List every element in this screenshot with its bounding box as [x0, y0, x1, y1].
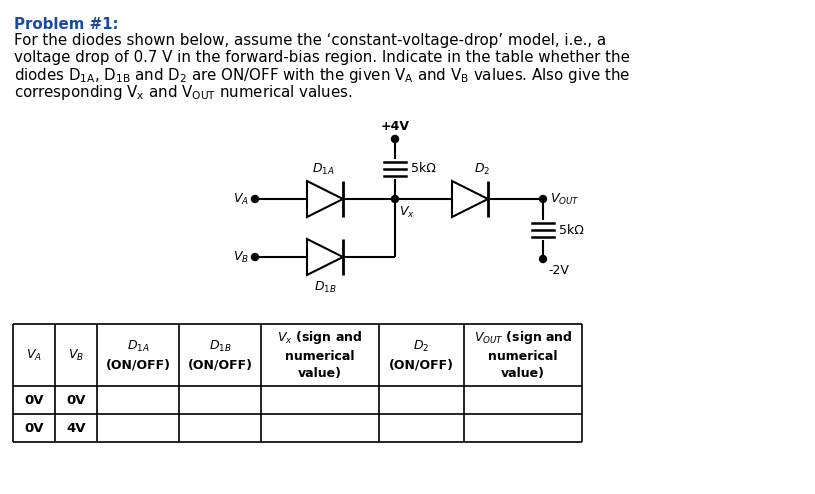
- Text: +4V: +4V: [381, 120, 409, 133]
- Text: $V_{OUT}$: $V_{OUT}$: [550, 192, 579, 206]
- Text: $V_B$: $V_B$: [68, 347, 84, 363]
- Text: $V_A$: $V_A$: [26, 347, 42, 363]
- Circle shape: [540, 196, 547, 203]
- Polygon shape: [307, 181, 343, 217]
- Text: 0V: 0V: [66, 394, 86, 407]
- Text: $D_{1B}$: $D_{1B}$: [314, 280, 337, 295]
- Text: diodes $\mathregular{D_{1A}}$, $\mathregular{D_{1B}}$ and $\mathregular{D_2}$ ar: diodes $\mathregular{D_{1A}}$, $\mathreg…: [14, 67, 630, 85]
- Text: $D_2$
(ON/OFF): $D_2$ (ON/OFF): [389, 339, 454, 371]
- Text: corresponding $\mathregular{V_x}$ and $\mathregular{V_{OUT}}$ numerical values.: corresponding $\mathregular{V_x}$ and $\…: [14, 83, 353, 102]
- Circle shape: [391, 135, 399, 142]
- Text: $V_{OUT}$ (sign and
numerical
value): $V_{OUT}$ (sign and numerical value): [474, 329, 572, 380]
- Text: voltage drop of 0.7 V in the forward-bias region. Indicate in the table whether : voltage drop of 0.7 V in the forward-bia…: [14, 50, 630, 65]
- Text: $V_B$: $V_B$: [233, 249, 249, 265]
- Text: $D_{1B}$
(ON/OFF): $D_{1B}$ (ON/OFF): [187, 339, 253, 371]
- Text: Problem #1:: Problem #1:: [14, 17, 118, 32]
- Circle shape: [252, 196, 258, 203]
- Text: $V_x$ (sign and
numerical
value): $V_x$ (sign and numerical value): [277, 329, 363, 380]
- Circle shape: [252, 253, 258, 260]
- Text: 5kΩ: 5kΩ: [559, 224, 584, 237]
- Text: $V_x$: $V_x$: [399, 205, 415, 220]
- Polygon shape: [307, 239, 343, 275]
- Text: $D_{1A}$
(ON/OFF): $D_{1A}$ (ON/OFF): [105, 339, 170, 371]
- Text: -2V: -2V: [548, 264, 569, 277]
- Text: 0V: 0V: [24, 394, 44, 407]
- Text: For the diodes shown below, assume the ‘constant-voltage-drop’ model, i.e., a: For the diodes shown below, assume the ‘…: [14, 34, 606, 48]
- Text: 0V: 0V: [24, 421, 44, 435]
- Text: $V_A$: $V_A$: [233, 192, 249, 206]
- Text: $D_2$: $D_2$: [474, 162, 491, 177]
- Circle shape: [540, 255, 547, 262]
- Circle shape: [391, 196, 399, 203]
- Text: 5kΩ: 5kΩ: [411, 163, 436, 175]
- Text: 4V: 4V: [66, 421, 86, 435]
- Polygon shape: [452, 181, 488, 217]
- Text: $D_{1A}$: $D_{1A}$: [311, 162, 334, 177]
